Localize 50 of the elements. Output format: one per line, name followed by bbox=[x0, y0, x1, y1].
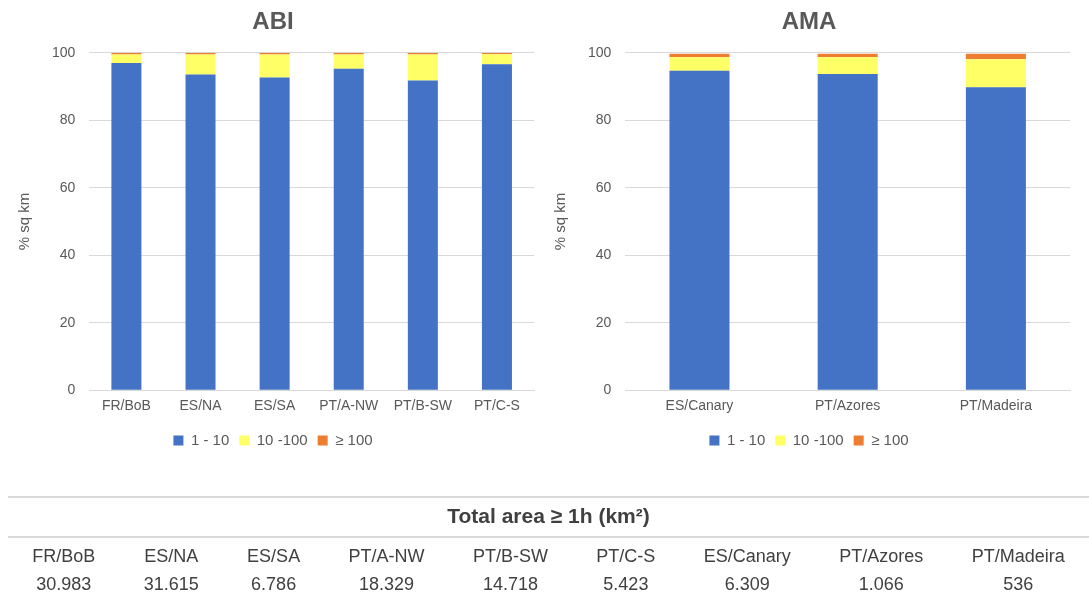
text: Total area ≥ 1h (km²) bbox=[8, 498, 1089, 538]
y-axis-title: % sq km bbox=[15, 192, 33, 251]
legend-label: ≥ 100 bbox=[335, 430, 373, 448]
legend-label: 1 - 10 bbox=[726, 430, 766, 448]
category-label: PT/Azores bbox=[839, 545, 924, 568]
text: 5.423 bbox=[602, 573, 650, 596]
text: 18.329 bbox=[358, 573, 416, 596]
category-label: PT/Madeira bbox=[971, 545, 1065, 568]
x-tick-label: PT/B-SW bbox=[393, 397, 453, 414]
text: 6.786 bbox=[250, 573, 298, 596]
text: 1.066 bbox=[857, 573, 905, 596]
y-tick-label: 20 bbox=[59, 313, 76, 330]
chart-title: ABI bbox=[252, 7, 294, 35]
legend-label: 1 - 10 bbox=[190, 430, 230, 448]
category-label: ES/NA bbox=[143, 545, 199, 568]
text: 14.718 bbox=[481, 573, 539, 596]
legend-label: ≥ 100 bbox=[871, 430, 909, 448]
x-tick-label: ES/Canary bbox=[665, 397, 734, 414]
y-tick-label: 40 bbox=[59, 246, 76, 263]
legend-label: 10 -100 bbox=[792, 430, 844, 448]
x-tick-label: PT/Madeira bbox=[959, 397, 1033, 414]
category-label: PT/C-S bbox=[596, 545, 656, 568]
y-tick-label: 0 bbox=[67, 381, 76, 398]
y-tick-label: 60 bbox=[595, 178, 612, 195]
y-tick-label: 80 bbox=[59, 111, 76, 128]
text: 30.983 bbox=[35, 573, 93, 596]
y-tick-label: 80 bbox=[595, 111, 612, 128]
text: 6.309 bbox=[723, 573, 771, 596]
category-label: ES/SA bbox=[247, 545, 301, 568]
y-axis-title: % sq km bbox=[551, 192, 569, 251]
category-label: PT/A-NW bbox=[348, 545, 425, 568]
category-label: FR/BoB bbox=[32, 545, 96, 568]
y-tick-label: 100 bbox=[52, 43, 76, 60]
y-tick-label: 100 bbox=[588, 43, 612, 60]
legend-label: 10 -100 bbox=[256, 430, 308, 448]
y-tick-label: 0 bbox=[603, 381, 612, 398]
chart-title: AMA bbox=[781, 7, 837, 35]
x-tick-label: ES/NA bbox=[179, 397, 223, 414]
y-tick-label: 20 bbox=[595, 313, 612, 330]
category-label: PT/B-SW bbox=[472, 545, 548, 568]
y-tick-label: 40 bbox=[595, 246, 612, 263]
x-tick-label: FR/BoB bbox=[101, 397, 151, 414]
category-label: ES/Canary bbox=[703, 545, 791, 568]
x-tick-label: PT/Azores bbox=[815, 397, 881, 414]
x-tick-label: PT/C-S bbox=[474, 397, 520, 414]
text: 31.615 bbox=[143, 573, 199, 596]
x-tick-label: PT/A-NW bbox=[319, 397, 380, 414]
text: 536 bbox=[1002, 573, 1035, 596]
y-tick-label: 60 bbox=[59, 178, 76, 195]
x-tick-label: ES/SA bbox=[254, 397, 296, 414]
